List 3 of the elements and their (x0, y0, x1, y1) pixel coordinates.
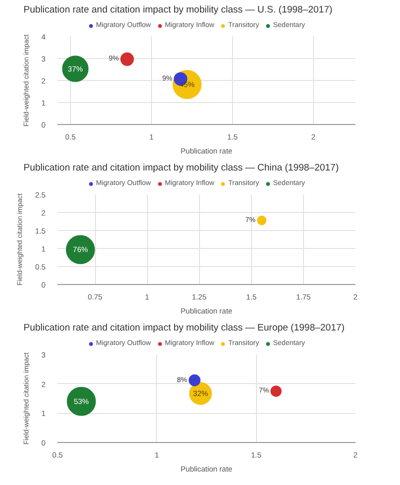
chart-title: Publication rate and citation impact by mobility class — Europe (1998–2017) (24, 322, 345, 334)
chart-title: Publication rate and citation impact by mobility class — China (1998–2017) (24, 162, 339, 174)
chart-title: Publication rate and citation impact by mobility class — U.S. (1998–2017) (24, 4, 332, 16)
